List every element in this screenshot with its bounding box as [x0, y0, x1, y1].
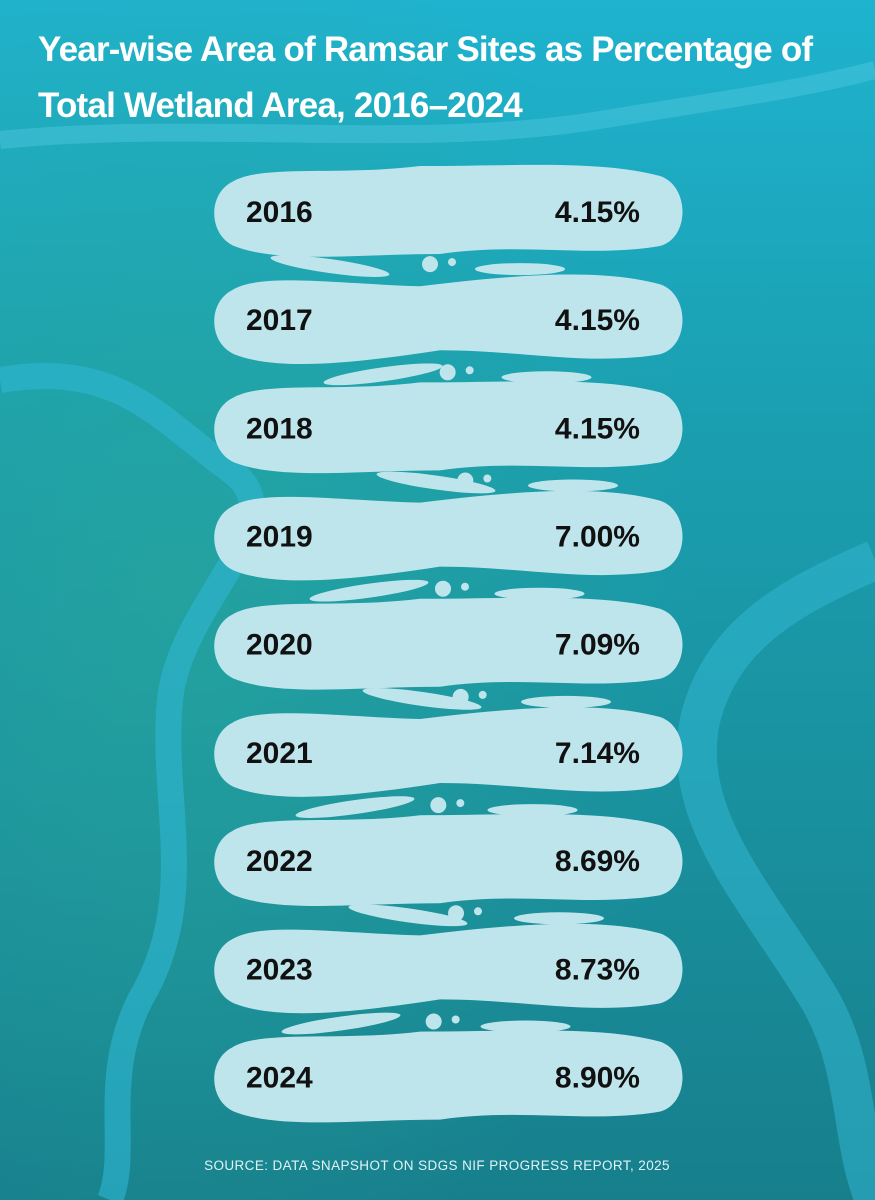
droplet [323, 363, 443, 386]
droplet [281, 1012, 401, 1035]
row-blob [214, 381, 683, 474]
percentage: 8.90% [555, 1062, 640, 1095]
droplet [487, 804, 578, 817]
percentage: 4.15% [555, 304, 640, 337]
droplet [457, 472, 474, 489]
row-blob [214, 707, 683, 797]
droplet [461, 582, 469, 591]
year: 2022 [246, 845, 313, 878]
droplet [348, 904, 468, 927]
row-blob [214, 814, 683, 906]
year: 2024 [246, 1062, 313, 1095]
row-blob [214, 490, 683, 581]
droplet [362, 688, 482, 710]
year: 2016 [246, 196, 313, 229]
droplet [474, 907, 482, 916]
droplet [422, 256, 438, 273]
row-blob [214, 274, 683, 365]
droplet [270, 255, 390, 277]
droplet [425, 1013, 442, 1030]
droplet [501, 371, 592, 384]
year: 2021 [246, 737, 313, 770]
droplet [528, 479, 618, 492]
percentage: 4.15% [555, 196, 640, 229]
droplet [494, 587, 585, 600]
row-blob [214, 164, 683, 257]
droplet [430, 797, 447, 814]
droplet [448, 905, 464, 922]
droplet [465, 366, 474, 375]
droplet [483, 474, 492, 483]
percentage: 7.09% [555, 629, 640, 662]
percentage: 7.14% [555, 737, 640, 770]
rows: 2016 4.15% 2017 4.15% 2018 4.15% 2019 7.00% 2020… [214, 164, 683, 1123]
year: 2017 [246, 304, 313, 337]
droplet [480, 1020, 571, 1033]
percentage: 4.15% [555, 412, 640, 445]
row-blob [214, 923, 683, 1014]
percentage: 8.69% [555, 845, 640, 878]
droplet [478, 690, 487, 699]
droplet [514, 912, 604, 925]
droplet [448, 258, 456, 267]
droplet [521, 695, 611, 708]
title: Year-wise Area of Ramsar Sites as Percen… [38, 30, 813, 69]
droplet [452, 688, 469, 705]
source: SOURCE: DATA SNAPSHOT ON SDGS NIF PROGRE… [204, 1158, 670, 1173]
row-blob [214, 597, 683, 690]
droplet [456, 799, 465, 808]
droplet [309, 579, 429, 602]
droplet [435, 580, 451, 597]
droplet [475, 263, 565, 276]
river [676, 541, 875, 1200]
droplet [451, 1015, 460, 1024]
percentage: 8.73% [555, 953, 640, 986]
title: Total Wetland Area, 2016–2024 [38, 86, 523, 125]
year: 2018 [246, 412, 313, 445]
droplet [295, 796, 415, 818]
percentage: 7.00% [555, 521, 640, 554]
year: 2023 [246, 953, 313, 986]
year: 2019 [246, 521, 313, 554]
river [0, 363, 265, 1200]
droplet [439, 364, 456, 381]
year: 2020 [246, 629, 313, 662]
row-blob [214, 1030, 683, 1123]
river [0, 61, 875, 149]
